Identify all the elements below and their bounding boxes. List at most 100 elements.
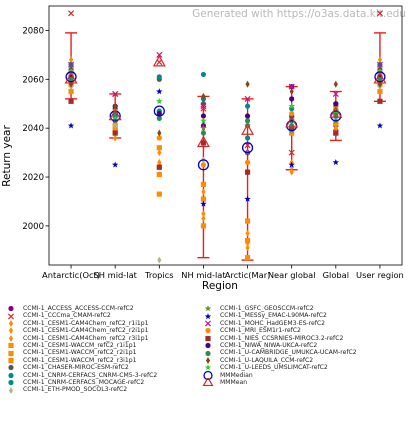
data-point <box>156 145 162 151</box>
data-point <box>200 181 207 187</box>
data-point <box>333 124 338 132</box>
legend-label: CCMI-1_CESM1-CAM4Chem_refC2_r2i1p1 <box>23 327 149 335</box>
data-point <box>201 215 206 223</box>
data-point <box>289 123 295 129</box>
data-point <box>333 130 339 136</box>
series-mmmedian <box>65 71 386 171</box>
data-point <box>65 71 77 83</box>
data-point <box>245 244 250 252</box>
legend-item: CCMI-1_CESM1-WACCM_refC2_r1i1p1 <box>4 342 157 349</box>
data-point <box>201 92 206 100</box>
legend-label: CCMI-1_CNRM-CERFACS_MOCAGE-refC2 <box>23 378 145 386</box>
data-point <box>67 122 75 129</box>
legend-marker-shape <box>204 312 212 319</box>
legend-label: CCMI-1_NIES_CCSRNIES-MIROC3.2-refC2 <box>220 334 344 342</box>
legend-item: CCMI-1_MRI_ESM1r1-refC2 <box>201 327 357 334</box>
data-point <box>374 71 386 83</box>
legend-label: CCMI-1_CESM1-CAM4Chem_refC2_r3i1p1 <box>23 334 149 342</box>
data-point <box>201 210 206 218</box>
legend-label: CCMI-1_CESM1-CAM4Chem_refC2_r1i1p1 <box>23 319 149 327</box>
x-tick-label: Tropics <box>144 270 174 280</box>
legend-marker <box>205 350 211 356</box>
series-ccmi-1-mohc-hadgem3-es-refc2 <box>68 51 383 110</box>
legend: CCMI-1_ACCESS_ACCESS-CCM-refC2 CCMI-1_CCC… <box>4 305 414 427</box>
data-point <box>244 169 251 175</box>
data-point <box>200 113 207 119</box>
legend-item: CCMI-1_CNRM-CERFACS_CNRM-CM5-3-refC2 <box>4 372 157 379</box>
data-point <box>333 80 338 88</box>
legend-marker-shape <box>205 328 211 334</box>
data-point <box>244 95 251 102</box>
legend-marker <box>8 380 14 386</box>
data-point <box>197 159 210 171</box>
legend-marker-shape <box>8 306 14 312</box>
legend-item: CCMI-1_U-LEEDS_UMSLIMCAT-refC2 <box>201 364 357 371</box>
legend-marker-shape <box>8 319 14 327</box>
legend-item: CCMI-1_CESM1-CAM4Chem_refC2_r1i1p1 <box>4 320 157 327</box>
legend-label: CCMI-1_MOHC_HadGEM3-ES-refC2 <box>220 319 326 327</box>
y-tick-label: 2080 <box>22 26 44 36</box>
data-point <box>156 135 162 141</box>
legend-marker-shape <box>204 364 212 371</box>
legend-item: CCMI-1_GSFC_GEOSCCM-refC2 <box>201 305 357 312</box>
series-ccmi-1-messy-emac-l90ma-refc2 <box>67 88 384 207</box>
data-point <box>244 218 251 224</box>
legend-marker-shape <box>205 350 211 356</box>
legend-marker-shape <box>8 327 14 335</box>
legend-item: CCMI-1_CESM1-WACCM_refC2_r2i1p1 <box>4 349 157 356</box>
legend-label: CCMI-1_CNRM-CERFACS_CNRM-CM5-3-refC2 <box>23 371 158 379</box>
x-tick-label: Near global <box>268 270 316 280</box>
data-point <box>156 171 162 178</box>
legend-marker <box>205 343 211 349</box>
data-point <box>244 135 251 141</box>
legend-item: CCMI-1_CESM1-WACCM_refC2_r3i1p1 <box>4 357 157 364</box>
data-point <box>157 256 162 264</box>
data-point <box>200 130 207 136</box>
legend-item: CCMI-1_CCCma_CMAM-refC2 <box>4 312 157 319</box>
data-point <box>156 51 163 58</box>
data-point <box>156 88 163 95</box>
legend-marker <box>8 357 14 364</box>
data-point <box>244 237 251 244</box>
data-point <box>196 135 210 148</box>
data-point <box>241 123 255 135</box>
data-point <box>68 10 75 17</box>
series-mmmean <box>64 55 387 148</box>
data-point <box>153 105 165 117</box>
legend-marker <box>8 372 14 378</box>
legend-marker <box>205 335 211 341</box>
legend-item: MMMean <box>201 378 357 387</box>
data-point <box>156 97 163 105</box>
data-point <box>285 116 299 128</box>
legend-marker <box>204 364 212 371</box>
legend-column-right: CCMI-1_GSFC_GEOSCCM-refC2 CCMI-1_MESSy_EM… <box>201 305 357 387</box>
data-point <box>68 56 74 64</box>
legend-marker-shape <box>205 335 211 341</box>
legend-item: CCMI-1_ETH-PMOD_SOCOL3-refC2 <box>4 386 157 394</box>
x-tick-label: Arctic(Mar) <box>225 270 271 280</box>
y-tick-label: 2020 <box>22 173 44 183</box>
data-point <box>113 122 118 130</box>
data-point <box>241 142 254 154</box>
data-point <box>68 76 74 82</box>
legend-label: MMMean <box>220 378 248 386</box>
data-point <box>288 102 295 109</box>
data-point <box>373 72 387 84</box>
legend-marker-shape <box>202 378 214 387</box>
series-ccmi-1-cesm1-cam4chem-refc2-r2i1p1 <box>68 70 383 247</box>
y-axis-label: Return year <box>1 125 13 187</box>
data-point <box>245 80 250 88</box>
data-point <box>289 130 295 136</box>
data-point <box>157 158 162 166</box>
legend-marker <box>7 313 15 320</box>
legend-marker <box>8 343 14 349</box>
data-point <box>200 196 207 202</box>
y-tick-label: 2060 <box>22 75 44 85</box>
legend-marker-shape <box>8 334 14 342</box>
data-point <box>329 106 343 118</box>
x-tick-label: Antarctic(Oct) <box>42 270 100 280</box>
data-point <box>333 113 339 119</box>
legend-marker <box>204 312 212 319</box>
data-point <box>111 161 119 168</box>
data-point <box>156 74 162 80</box>
